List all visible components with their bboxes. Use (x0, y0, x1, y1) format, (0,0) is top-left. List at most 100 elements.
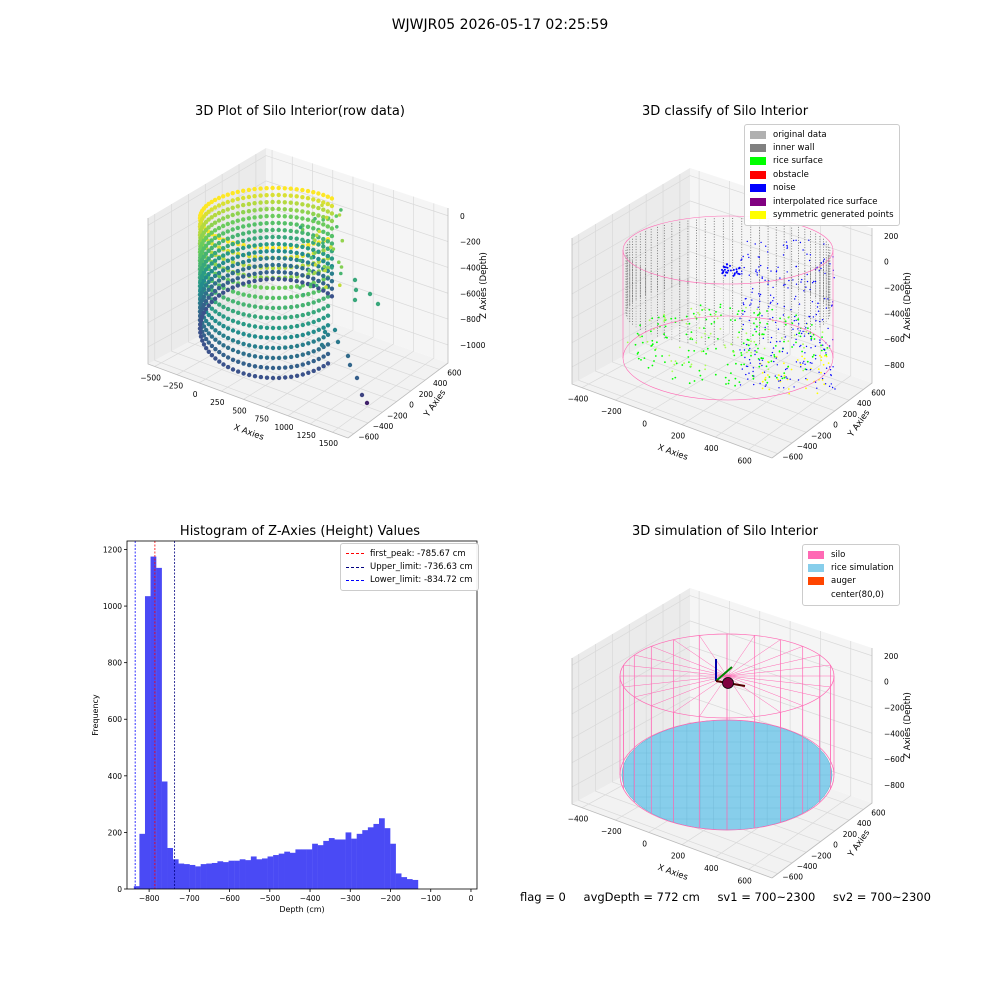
data-point (252, 271, 257, 276)
legend-line-swatch (346, 566, 364, 568)
data-point (200, 314, 205, 319)
data-point (294, 264, 299, 270)
data-point (325, 261, 330, 266)
symmetric-point (787, 388, 790, 390)
noise-point (802, 362, 804, 364)
data-point (258, 186, 263, 191)
data-point (213, 281, 218, 286)
noise-point (758, 293, 760, 295)
rice-surface-point (702, 350, 705, 353)
data-point (206, 225, 211, 230)
noise-point (783, 387, 785, 389)
data-point (198, 295, 203, 301)
data-point (225, 364, 231, 370)
noise-point (831, 386, 834, 389)
floor-pane (148, 300, 448, 438)
data-point (247, 263, 252, 269)
symmetric-point (822, 363, 825, 366)
data-point (204, 245, 209, 251)
data-point (230, 270, 235, 276)
rice-surface-point (821, 336, 823, 338)
rice-surface-point (657, 316, 660, 319)
data-point (241, 371, 246, 376)
data-point (311, 270, 316, 276)
noise-point (805, 368, 808, 371)
histogram-bar (261, 858, 268, 889)
data-point (221, 253, 226, 258)
data-point (276, 248, 281, 254)
rice-surface-point (664, 318, 666, 321)
noise-point (735, 271, 738, 274)
data-point (294, 323, 300, 329)
histogram-bar (362, 830, 369, 889)
data-point (270, 220, 275, 226)
data-point (246, 272, 252, 278)
y-tick-label: 400 (857, 819, 872, 828)
data-point (311, 240, 316, 245)
data-point (198, 270, 203, 275)
noise-point (762, 337, 764, 339)
noise-point (810, 339, 812, 341)
histogram-bar (390, 843, 396, 889)
data-point (247, 362, 252, 368)
noise-point (800, 344, 802, 347)
rice-surface-point (755, 343, 757, 346)
histogram-bar (222, 862, 229, 889)
noise-point (800, 366, 802, 368)
data-point (325, 332, 331, 337)
data-point (282, 221, 287, 226)
noise-point (769, 318, 771, 320)
box-edges (571, 648, 873, 879)
noise-point (726, 266, 729, 269)
data-point (216, 255, 222, 261)
rice-surface-point (745, 306, 747, 309)
data-point (306, 272, 311, 277)
data-point (221, 246, 226, 251)
rice-surface-point (763, 347, 766, 350)
noise-point (799, 362, 801, 364)
rice-surface-point (634, 343, 637, 346)
data-point (212, 281, 218, 286)
noise-point (822, 344, 824, 346)
noise-point (793, 386, 795, 388)
data-point (300, 273, 305, 278)
rice-surface-point (743, 363, 745, 366)
legend-label: obstacle (773, 169, 809, 180)
data-point (289, 275, 294, 280)
data-point (305, 281, 311, 287)
noise-point (772, 286, 774, 289)
data-point (264, 295, 270, 300)
rice-surface-point (780, 337, 783, 339)
data-point (230, 227, 235, 232)
data-point (200, 233, 205, 238)
rice-surface-point (713, 321, 716, 323)
data-point (252, 222, 257, 227)
noise-point (742, 328, 744, 331)
noise-point (793, 344, 795, 346)
y-tick-label: −400 (797, 442, 818, 451)
y-tick-label: 400 (433, 379, 448, 388)
noise-point (744, 298, 746, 300)
data-point (306, 370, 311, 375)
histogram-bar (183, 864, 190, 889)
noise-point (770, 354, 772, 357)
data-point (200, 276, 205, 281)
data-point (276, 227, 281, 233)
data-point (288, 186, 293, 191)
data-point (264, 249, 269, 254)
data-point (316, 327, 321, 332)
data-point (332, 327, 338, 333)
data-point (198, 330, 203, 335)
rice-surface-point (764, 328, 767, 331)
noise-point (803, 335, 806, 337)
data-point (311, 226, 316, 231)
data-point (306, 301, 311, 307)
data-point (203, 275, 209, 280)
data-point (230, 220, 235, 225)
z-tick-label: −400 (460, 263, 481, 272)
y-axis-label: Frequency (91, 694, 100, 736)
data-point (252, 354, 258, 359)
data-point (206, 257, 211, 262)
data-point (201, 288, 207, 293)
data-point (241, 238, 246, 243)
